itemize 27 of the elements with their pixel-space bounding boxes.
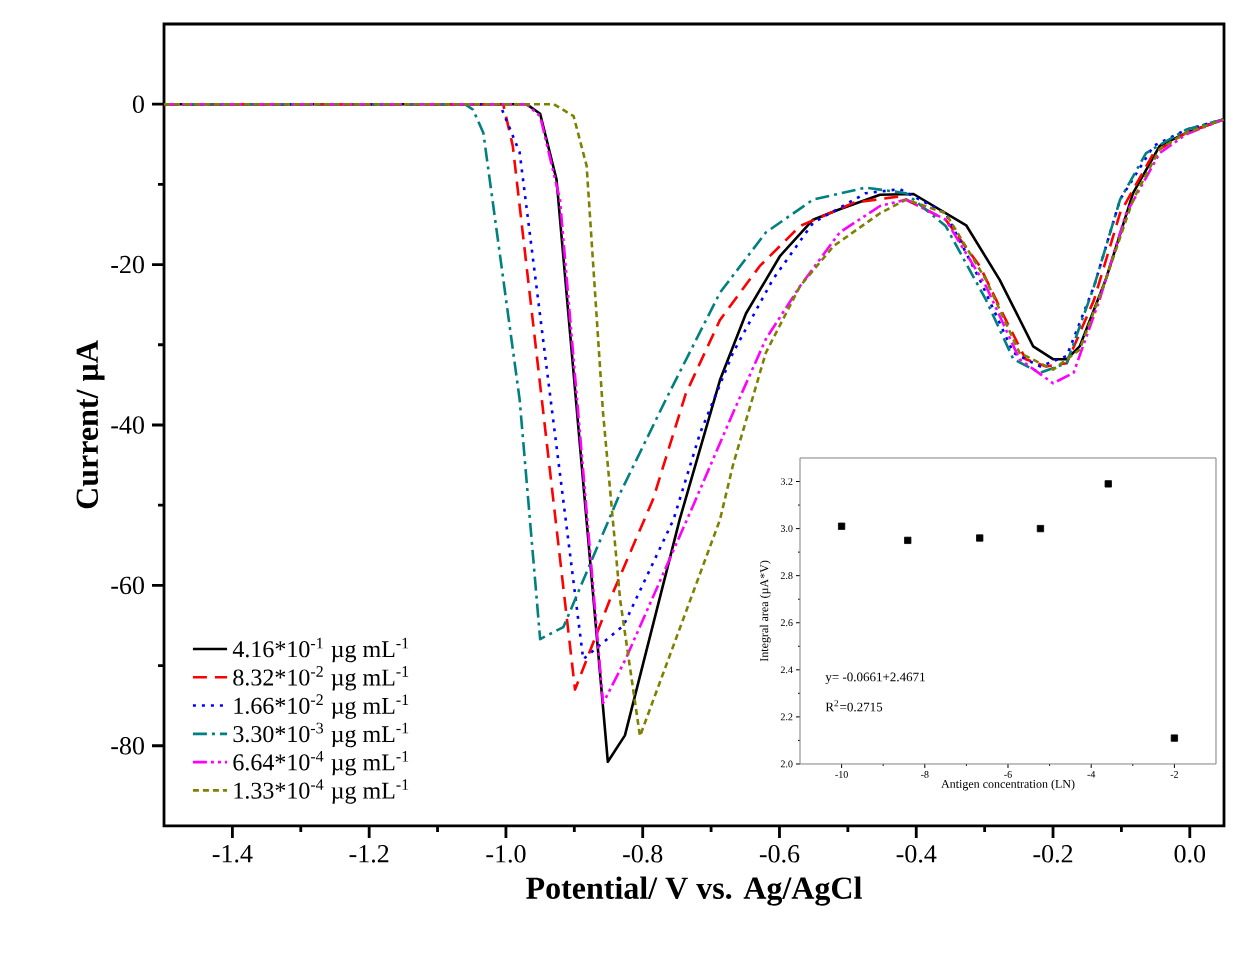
x-tick-label: 0.0 (1174, 845, 1206, 863)
y-axis-title: Current/ µA (76, 340, 105, 509)
legend-label: 3.30*10$^{-3}$ µg mL$^{-1}$ (233, 722, 409, 748)
point (1170, 734, 1178, 742)
legend-label: 4.16*10$^{-1}$ µg mL$^{-1}$ (232, 637, 409, 663)
point (904, 536, 912, 544)
legend-label: 1.33*10$^{-4}$ µg mL$^{-1}$ (234, 779, 409, 804)
point (976, 534, 984, 542)
point (838, 522, 846, 530)
point (1036, 525, 1045, 533)
legend-label: 6.64*10$^{-4}$ µg mL$^{-1}$ (233, 750, 409, 776)
x-tick-label: -0.2 (1033, 845, 1073, 863)
y-tick-label: 0 (132, 95, 144, 113)
x-tick-label: -0.6 (759, 845, 800, 863)
y-tick-label: -40 (111, 416, 144, 434)
y-tick-label: -20 (111, 255, 144, 274)
x-tick-label: -1.2 (349, 845, 389, 863)
legend-label: 1.66*10$^{-2}$ µg mL$^{-1}$ (234, 694, 409, 719)
x-tick-label: -0.4 (896, 845, 937, 863)
point (1104, 480, 1112, 488)
x-axis-title: Potential/ V vs. Ag/AgCl (526, 876, 862, 906)
legend-label: 8.32*10$^{-2}$ µg mL$^{-1}$ (233, 666, 409, 691)
y-tick-label: -80 (111, 737, 144, 755)
y-tick-label: -60 (111, 576, 144, 595)
x-tick-label: -1.4 (212, 845, 253, 863)
x-tick-label: -0.8 (623, 845, 663, 863)
x-tick-label: -1.0 (486, 845, 526, 863)
